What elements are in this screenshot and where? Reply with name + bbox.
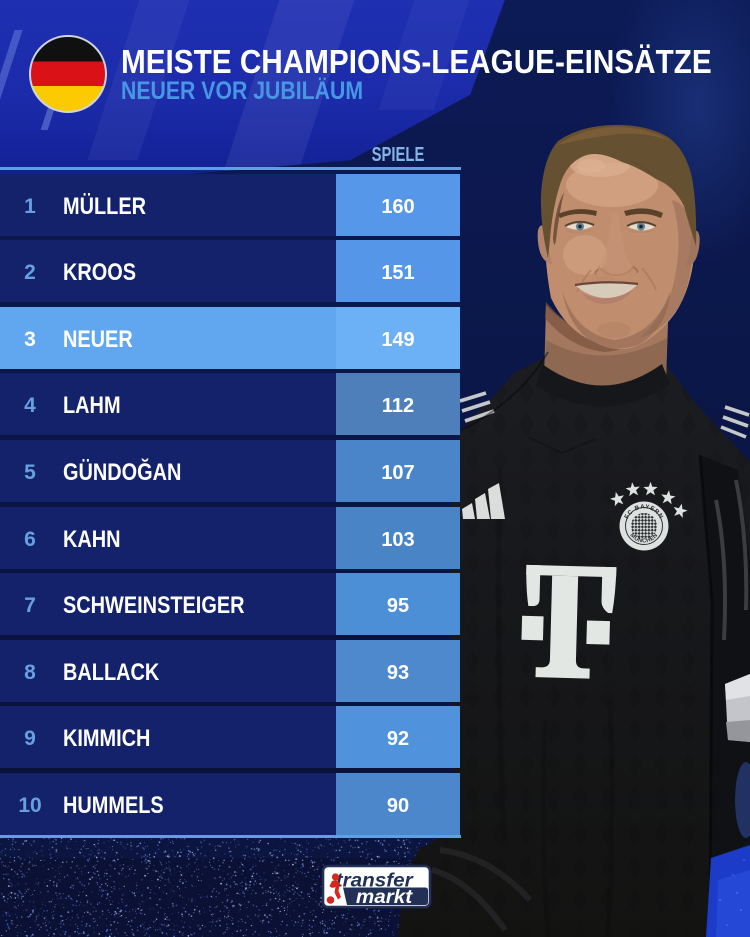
svg-text:markt: markt [356, 887, 414, 908]
svg-text:transfer: transfer [336, 870, 414, 891]
